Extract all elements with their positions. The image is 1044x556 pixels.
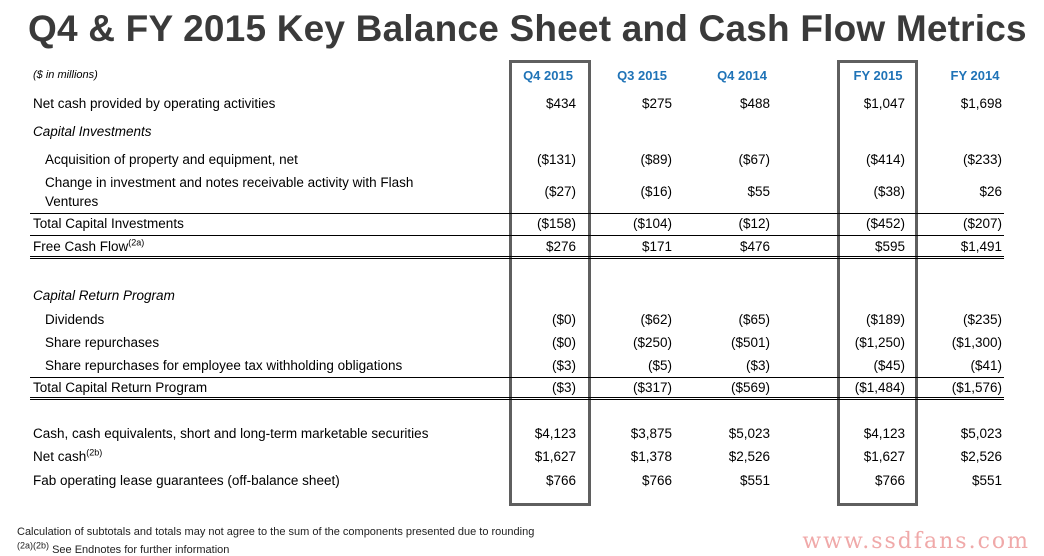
cell-fy-2015: ($189) xyxy=(865,312,905,327)
double-divider xyxy=(30,256,1004,259)
section-label: Capital Investments xyxy=(33,124,152,139)
cell-fy-2014: $2,526 xyxy=(960,449,1002,464)
cell-q4-2015: $766 xyxy=(545,473,576,488)
cell-q3-2015: $3,875 xyxy=(630,426,672,441)
cell-q3-2015: ($89) xyxy=(640,152,672,167)
cell-fy-2014: ($233) xyxy=(962,152,1002,167)
footnote-ref: (2a)(2b) xyxy=(17,540,50,551)
row-label-line1: Change in investment and notes receivabl… xyxy=(45,175,414,190)
cell-q4-2014: $476 xyxy=(739,239,770,254)
cell-q4-2014: ($65) xyxy=(738,312,770,327)
cell-fy-2014: $1,698 xyxy=(960,96,1002,111)
cell-q3-2015: $1,378 xyxy=(630,449,672,464)
cell-fy-2015: $595 xyxy=(874,239,905,254)
page-title: Q4 & FY 2015 Key Balance Sheet and Cash … xyxy=(28,8,1027,49)
row-label: Cash, cash equivalents, short and long-t… xyxy=(33,426,429,441)
footnote-ref: (2a) xyxy=(128,237,145,248)
cell-q4-2015: ($0) xyxy=(551,335,576,350)
cell-q4-2015: ($158) xyxy=(536,216,576,231)
cell-fy-2015: ($38) xyxy=(873,184,905,199)
column-header-q3-2015: Q3 2015 xyxy=(617,68,667,83)
highlight-box-q4-2015 xyxy=(509,60,591,506)
cell-q4-2015: $276 xyxy=(545,239,576,254)
row-label: Acquisition of property and equipment, n… xyxy=(45,152,298,167)
footnote-ref: (2b) xyxy=(86,447,103,458)
cell-q3-2015: $766 xyxy=(641,473,672,488)
cell-fy-2015: $1,047 xyxy=(863,96,905,111)
cell-q3-2015: ($16) xyxy=(640,184,672,199)
cell-q4-2015: ($3) xyxy=(551,358,576,373)
cell-q3-2015: ($5) xyxy=(647,358,672,373)
cell-q3-2015: ($317) xyxy=(632,380,672,395)
watermark: www.ssdfans.com xyxy=(802,529,1030,554)
cell-fy-2014: ($235) xyxy=(962,312,1002,327)
cell-q4-2014: $488 xyxy=(739,96,770,111)
footnote-rounding: Calculation of subtotals and totals may … xyxy=(17,526,535,538)
cell-fy-2014: $26 xyxy=(979,184,1002,199)
cell-q4-2015: $1,627 xyxy=(534,449,576,464)
cell-q4-2014: $551 xyxy=(739,473,770,488)
row-label: Share repurchases for employee tax withh… xyxy=(45,358,403,373)
footnote-text: See Endnotes for further information xyxy=(49,544,230,556)
divider xyxy=(30,235,1004,236)
row-label: Dividends xyxy=(45,312,105,327)
cell-q3-2015: $171 xyxy=(641,239,672,254)
cell-fy-2015: ($45) xyxy=(873,358,905,373)
divider xyxy=(30,377,1004,378)
cell-q4-2014: ($67) xyxy=(738,152,770,167)
row-label: Net cash provided by operating activitie… xyxy=(33,96,276,111)
section-label: Capital Return Program xyxy=(33,288,175,303)
column-header-q4-2015: Q4 2015 xyxy=(523,68,573,83)
cell-fy-2014: $551 xyxy=(971,473,1002,488)
footnote-endnotes: (2a)(2b) See Endnotes for further inform… xyxy=(17,541,230,556)
divider xyxy=(30,213,1004,214)
row-label: Free Cash Flow xyxy=(33,239,129,254)
cell-fy-2014: $5,023 xyxy=(960,426,1002,441)
column-header-q4-2014: Q4 2014 xyxy=(717,68,767,83)
cell-q4-2014: ($569) xyxy=(730,380,770,395)
cell-fy-2015: $766 xyxy=(874,473,905,488)
row-label-line2: Ventures xyxy=(45,194,99,209)
cell-q4-2014: ($12) xyxy=(738,216,770,231)
cell-fy-2015: ($1,484) xyxy=(854,380,905,395)
row-label: Net cash xyxy=(33,449,87,464)
row-label: Share repurchases xyxy=(45,335,160,350)
cell-fy-2015: $1,627 xyxy=(863,449,905,464)
row-label: Fab operating lease guarantees (off-bala… xyxy=(33,473,340,488)
cell-q3-2015: ($104) xyxy=(632,216,672,231)
cell-q4-2015: ($131) xyxy=(536,152,576,167)
cell-q4-2014: $55 xyxy=(747,184,770,199)
row-label: Total Capital Return Program xyxy=(33,380,208,395)
cell-fy-2014: ($207) xyxy=(962,216,1002,231)
cell-q4-2015: $434 xyxy=(545,96,576,111)
cell-fy-2015: ($414) xyxy=(865,152,905,167)
cell-fy-2014: ($41) xyxy=(970,358,1002,373)
cell-q3-2015: $275 xyxy=(641,96,672,111)
cell-q4-2015: ($0) xyxy=(551,312,576,327)
cell-fy-2015: ($1,250) xyxy=(854,335,905,350)
column-header-fy-2015: FY 2015 xyxy=(853,68,903,83)
double-divider xyxy=(30,397,1004,400)
cell-q4-2014: $5,023 xyxy=(728,426,770,441)
cell-fy-2014: $1,491 xyxy=(960,239,1002,254)
cell-fy-2014: ($1,576) xyxy=(951,380,1002,395)
cell-q4-2014: $2,526 xyxy=(728,449,770,464)
cell-q3-2015: ($62) xyxy=(640,312,672,327)
units-note: ($ in millions) xyxy=(33,69,98,81)
column-header-fy-2014: FY 2014 xyxy=(950,68,1000,83)
cell-q4-2015: ($27) xyxy=(544,184,576,199)
cell-fy-2014: ($1,300) xyxy=(951,335,1002,350)
highlight-box-fy-2015 xyxy=(837,60,918,506)
cell-q4-2015: ($3) xyxy=(551,380,576,395)
cell-fy-2015: ($452) xyxy=(865,216,905,231)
cell-fy-2015: $4,123 xyxy=(863,426,905,441)
cell-q3-2015: ($250) xyxy=(632,335,672,350)
cell-q4-2014: ($501) xyxy=(730,335,770,350)
cell-q4-2015: $4,123 xyxy=(534,426,576,441)
cell-q4-2014: ($3) xyxy=(745,358,770,373)
row-label: Total Capital Investments xyxy=(33,216,184,231)
